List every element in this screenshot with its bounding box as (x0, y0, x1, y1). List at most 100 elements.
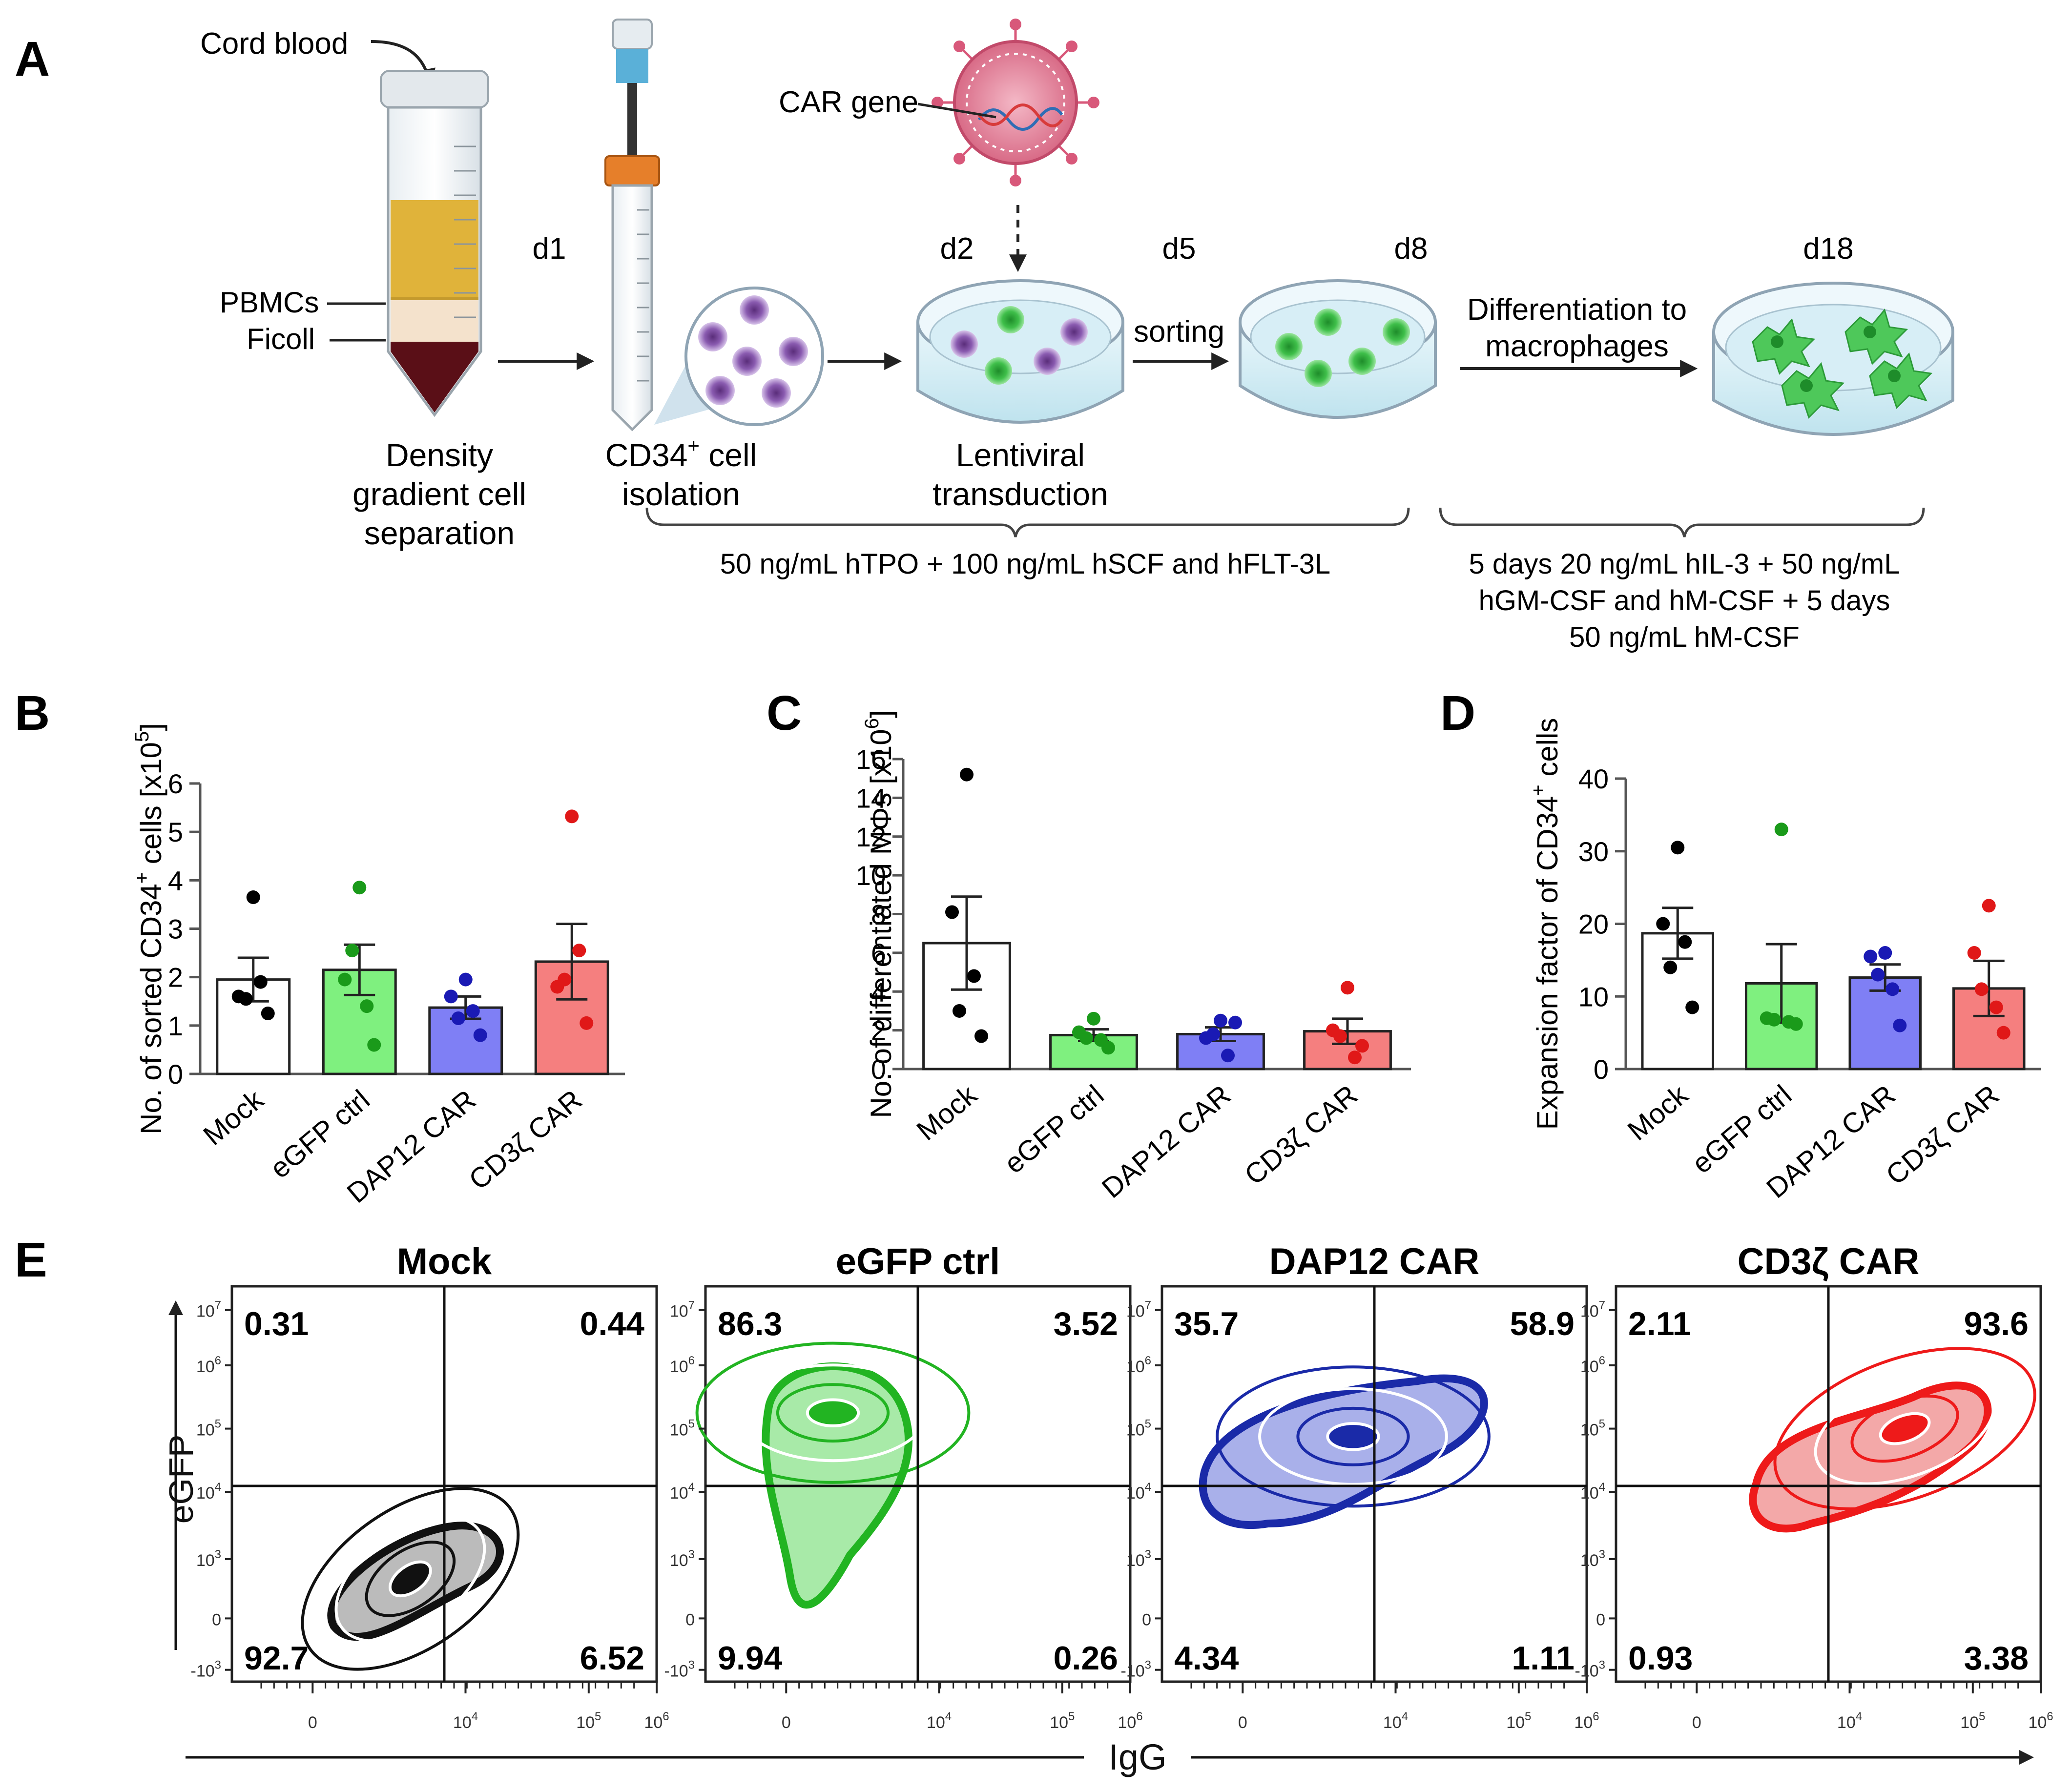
data-point (1341, 981, 1354, 995)
tick-base: 0 (1692, 1713, 1701, 1732)
y-tick-label: 40 (1578, 763, 1609, 794)
flow-y-tick-label: 103 (1580, 1548, 1605, 1570)
tick-exponent: 3 (1145, 1548, 1151, 1561)
flow-x-tick-label: 104 (1837, 1710, 1862, 1732)
tick-exponent: 4 (1856, 1710, 1862, 1723)
tick-base: 0 (308, 1713, 317, 1732)
y-tick-label: 2 (871, 1015, 886, 1046)
flow-x-tick-label: 105 (1050, 1710, 1075, 1732)
data-point (367, 1038, 381, 1052)
day-d1: d1 (533, 232, 566, 266)
data-point (345, 944, 359, 958)
data-point (444, 989, 458, 1004)
data-point (960, 767, 974, 782)
sorted-dish-icon (1239, 279, 1437, 419)
y-tick-label: 14 (856, 783, 886, 813)
panel-label-e: E (15, 1233, 47, 1287)
tick-exponent: 6 (1593, 1710, 1599, 1723)
quadrant-lower-right: 3.38 (1964, 1640, 2029, 1677)
data-point (967, 969, 981, 983)
category-label: CD3ζ CAR (1880, 1079, 2005, 1191)
tick-exponent: 5 (215, 1418, 221, 1431)
population-contour-ring (695, 1341, 971, 1484)
y-axis-label: Expansion factor of CD34+ cells (1528, 718, 1564, 1130)
tick-exponent: 4 (472, 1710, 478, 1723)
y-tick-label: 4 (871, 976, 886, 1007)
tick-base: 10 (196, 1421, 215, 1440)
tick-base: 10 (670, 1551, 688, 1570)
flow-y-tick-label: 107 (670, 1299, 695, 1321)
flow-y-tick-label: 107 (1126, 1299, 1151, 1321)
tick-base: 10 (927, 1713, 945, 1732)
flow-x-tick-label: 106 (644, 1710, 669, 1732)
y-axis-label: No. of sorted CD34+ cells [x105] (131, 723, 167, 1134)
flow-y-tick-label: 0 (685, 1610, 695, 1629)
tick-exponent: 4 (945, 1710, 952, 1723)
data-point (1079, 1031, 1093, 1045)
data-point (1333, 1029, 1347, 1043)
population-contour-ring (301, 1487, 520, 1671)
panel-label-c: C (767, 686, 802, 741)
data-point (580, 1016, 594, 1030)
tick-exponent: 4 (1145, 1481, 1151, 1494)
y-tick-label: 2 (168, 962, 183, 993)
flow-y-tick-label: 106 (196, 1354, 221, 1376)
tick-base: -10 (664, 1662, 688, 1681)
y-label-superscript: 5 (131, 731, 153, 742)
tick-exponent: 7 (1145, 1299, 1151, 1312)
data-point (974, 1029, 988, 1043)
tick-base: 0 (1238, 1713, 1247, 1732)
tick-exponent: 5 (1068, 1710, 1075, 1723)
tick-exponent: 4 (1402, 1710, 1408, 1723)
data-point (1996, 1026, 2010, 1040)
flow-x-tick-label: 105 (1506, 1710, 1531, 1732)
tick-base: -10 (1575, 1662, 1599, 1681)
day-d18: d18 (1803, 232, 1853, 266)
population-contour-ring (738, 1363, 928, 1462)
flow-y-tick-label: 105 (1580, 1418, 1605, 1440)
tick-exponent: 3 (1599, 1659, 1605, 1672)
category-label: Mock (197, 1084, 270, 1152)
tick-base: 10 (2028, 1713, 2047, 1732)
egfp-axis-label: eGFP (162, 1435, 200, 1524)
y-label-text: ] (135, 723, 167, 731)
data-point (466, 1004, 480, 1018)
tick-exponent: 5 (1599, 1418, 1605, 1431)
day-d2: d2 (940, 232, 974, 266)
quadrant-upper-right: 3.52 (1054, 1305, 1118, 1342)
flow-y-tick-label: 107 (196, 1299, 221, 1321)
tick-base: 10 (453, 1713, 472, 1732)
flow-y-tick-label: 104 (670, 1481, 695, 1503)
tick-base: 10 (196, 1551, 215, 1570)
flow-y-tick-label: 104 (196, 1481, 221, 1503)
category-label: CD3ζ CAR (1239, 1079, 1364, 1191)
tick-exponent: 6 (1599, 1354, 1605, 1367)
tick-base: 10 (1126, 1551, 1145, 1570)
quadrant-lower-right: 0.26 (1054, 1640, 1118, 1677)
cd34-isolation-label-1: CD34+ cell (605, 434, 757, 473)
panel-label-a: A (15, 32, 50, 86)
flow-y-tick-label: -103 (1575, 1659, 1606, 1681)
quadrant-lower-right: 6.52 (580, 1640, 644, 1677)
culture-condition-2-line2: hGM-CSF and hM-CSF + 5 days (1479, 585, 1890, 617)
tick-exponent: 6 (1136, 1710, 1142, 1723)
tick-base: 10 (644, 1713, 663, 1732)
differentiation-label-2: macrophages (1485, 330, 1669, 363)
population-contour-ring (334, 1515, 486, 1643)
data-point (1974, 982, 1989, 996)
data-point (246, 890, 260, 905)
population-contour-ring (1814, 1372, 1996, 1485)
data-point (360, 999, 374, 1013)
cord-blood-label: Cord blood (200, 27, 348, 61)
data-point (1886, 982, 1900, 996)
y-tick-label: 0 (871, 1054, 886, 1085)
flow-y-tick-label: 105 (196, 1418, 221, 1440)
flow-x-tick-label: 104 (927, 1710, 952, 1732)
flow-x-tick-label: 0 (1238, 1713, 1247, 1732)
lentiviral-label-1: Lentiviral (956, 437, 1085, 473)
data-point (1087, 1011, 1100, 1026)
y-tick-label: 16 (856, 744, 886, 775)
data-point (451, 1011, 465, 1025)
y-tick-label: 6 (871, 938, 886, 968)
